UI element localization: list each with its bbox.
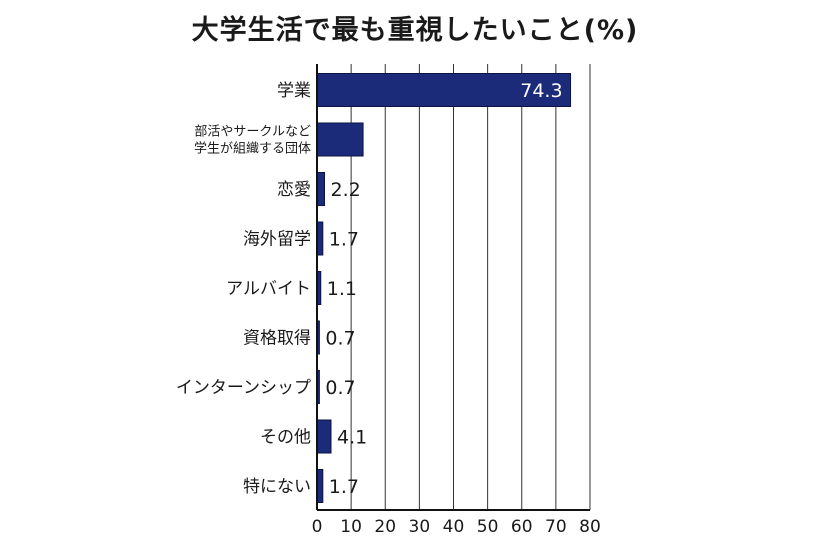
grid-lines bbox=[350, 64, 591, 510]
axes bbox=[316, 64, 590, 511]
value-label: 1.7 bbox=[329, 476, 359, 498]
bar bbox=[316, 73, 572, 107]
bar bbox=[316, 419, 332, 454]
category-label: 資格取得 bbox=[243, 329, 311, 349]
category-label: その他 bbox=[260, 428, 311, 448]
x-tick-label: 70 bbox=[545, 517, 567, 537]
value-label: 74.3 bbox=[520, 80, 562, 102]
labels: 0 10 20 30 40 50 60 70 80 学業 74.3 部活やサークルなど学生が組織する団… bbox=[176, 80, 601, 537]
x-tick-label: 80 bbox=[579, 517, 601, 537]
category-label: 学業 bbox=[277, 81, 311, 101]
x-tick-label: 60 bbox=[511, 517, 533, 537]
category-label: アルバイト bbox=[226, 279, 311, 299]
value-label: 1.7 bbox=[329, 229, 359, 251]
bars bbox=[316, 73, 572, 503]
x-tick-label: 20 bbox=[374, 517, 396, 537]
x-tick-label: 40 bbox=[443, 517, 465, 537]
category-label: 恋愛 bbox=[277, 179, 311, 200]
x-tick-label: 0 bbox=[312, 517, 323, 537]
category-label: 海外留学 bbox=[243, 230, 311, 250]
value-label: 1.1 bbox=[327, 278, 357, 300]
category-label: 特にない bbox=[243, 477, 311, 497]
category-label: インターンシップ bbox=[176, 378, 311, 398]
chart-title: 大学生活で最も重視したいこと(%) bbox=[191, 15, 639, 46]
x-tick-label: 30 bbox=[409, 517, 431, 537]
x-tick-label: 10 bbox=[340, 517, 362, 537]
value-label: 0.7 bbox=[325, 377, 355, 399]
value-label: 2.2 bbox=[331, 179, 361, 201]
value-label: 4.1 bbox=[337, 427, 367, 449]
x-tick-label: 50 bbox=[477, 517, 499, 537]
value-label: 0.7 bbox=[325, 328, 355, 350]
bar bbox=[316, 172, 326, 206]
category-label: 部活やサークルなど bbox=[194, 125, 311, 140]
bar bbox=[316, 122, 364, 157]
category-label: 学生が組織する団体 bbox=[194, 141, 311, 157]
